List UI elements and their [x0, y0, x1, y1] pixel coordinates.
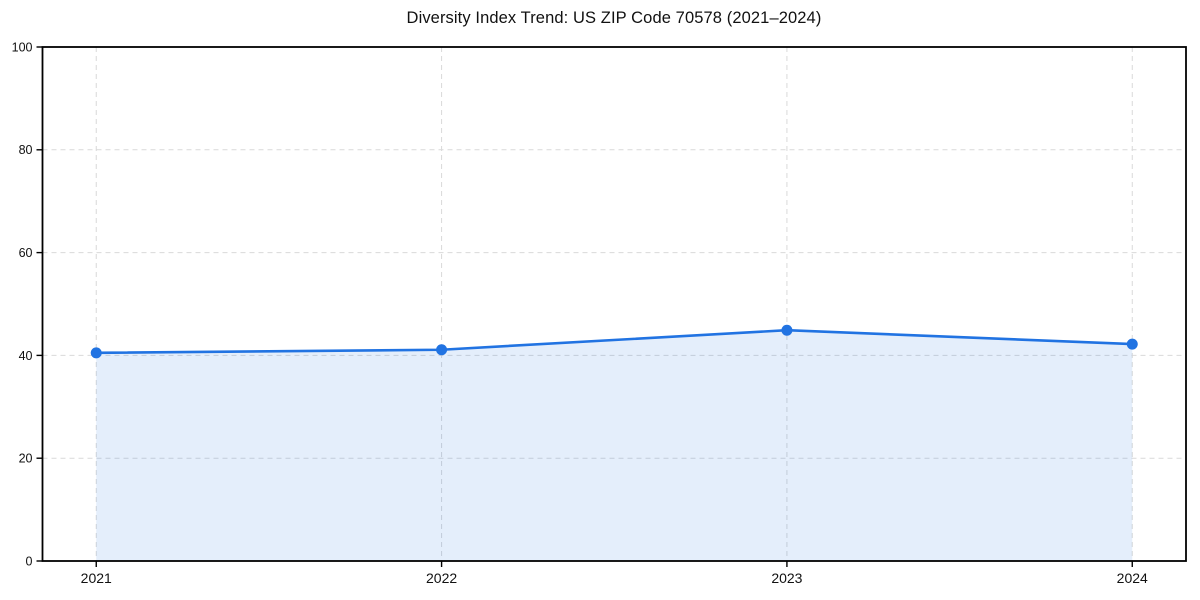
- data-point-marker: [781, 324, 793, 336]
- x-tick-label: 2022: [426, 570, 457, 586]
- plot-border: [41, 46, 1187, 562]
- y-tick-label: 0: [26, 554, 33, 568]
- data-point-marker: [436, 344, 448, 356]
- chart-title: Diversity Index Trend: US ZIP Code 70578…: [406, 9, 822, 27]
- x-tick-label: 2021: [81, 570, 112, 586]
- trend-line: [94, 328, 1134, 355]
- y-tick-label: 40: [19, 349, 33, 363]
- x-tick-label: 2023: [771, 570, 802, 586]
- y-tick-label: 100: [12, 40, 33, 54]
- data-point-marker: [1126, 338, 1138, 350]
- y-tick-label: 60: [19, 246, 33, 260]
- y-tick-label: 20: [19, 452, 33, 466]
- y-tick-label: 80: [19, 143, 33, 157]
- data-point-marker: [90, 347, 102, 359]
- area-fill: [96, 330, 1133, 561]
- x-tick-label: 2024: [1117, 570, 1148, 586]
